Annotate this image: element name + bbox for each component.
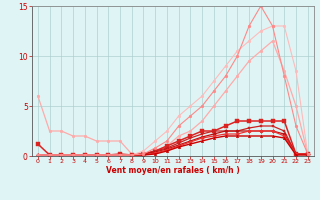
- X-axis label: Vent moyen/en rafales ( km/h ): Vent moyen/en rafales ( km/h ): [106, 166, 240, 175]
